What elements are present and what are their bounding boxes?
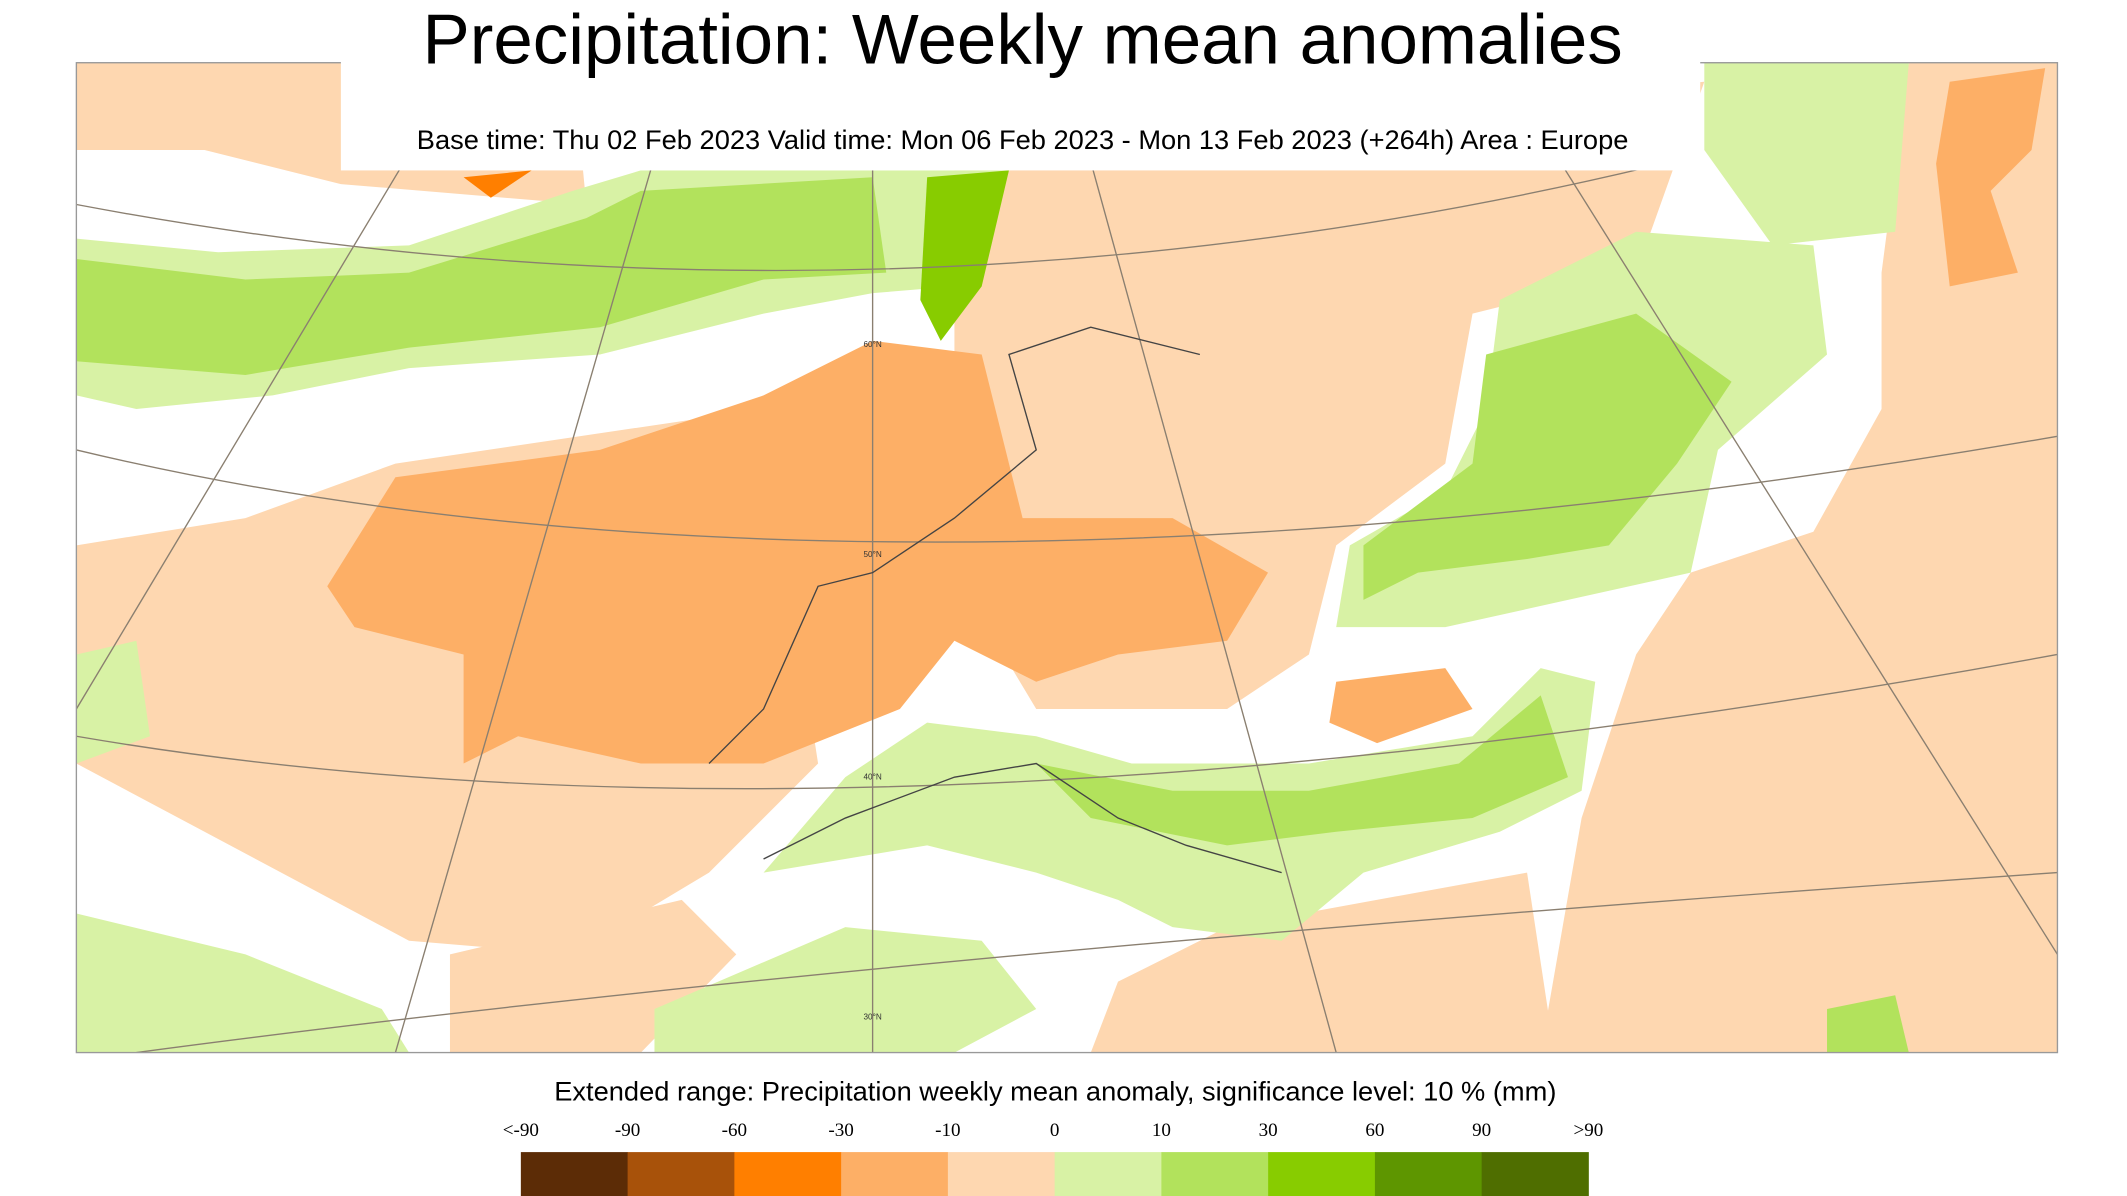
- colorbar-label: 60: [1365, 1120, 1384, 1141]
- latitude-label: 30°N: [863, 1012, 881, 1021]
- latitude-label: 50°N: [863, 550, 881, 559]
- colorbar-label: 0: [1050, 1120, 1060, 1141]
- colorbar-label: -60: [722, 1120, 747, 1141]
- latitude-label: 40°N: [863, 772, 881, 781]
- legend-title: Extended range: Precipitation weekly mea…: [554, 1076, 1556, 1107]
- colorbar-label: -30: [828, 1120, 853, 1141]
- latitude-label: 60°N: [863, 340, 881, 349]
- colorbar-label: 90: [1472, 1120, 1491, 1141]
- colorbar-box: [947, 1152, 1056, 1196]
- colorbar-box: [520, 1152, 629, 1196]
- colorbar-box: [1054, 1152, 1162, 1196]
- colorbar-label: -90: [615, 1120, 640, 1141]
- colorbar-label: -10: [935, 1120, 960, 1141]
- colorbar-box: [734, 1152, 842, 1196]
- subtitle: Base time: Thu 02 Feb 2023 Valid time: M…: [417, 124, 1629, 155]
- colorbar-box: [1161, 1152, 1269, 1196]
- colorbar-label: <-90: [503, 1120, 539, 1141]
- colorbar-box: [1481, 1152, 1589, 1196]
- colorbar-box: [627, 1152, 735, 1196]
- colorbar-label: 30: [1259, 1120, 1278, 1141]
- title-box: [340, 0, 1701, 171]
- colorbar-label: 10: [1152, 1120, 1171, 1141]
- title: Precipitation: Weekly mean anomalies: [422, 1, 1622, 80]
- map: [76, 62, 2058, 1053]
- colorbar-box: [1374, 1152, 1483, 1196]
- colorbar-label: >90: [1573, 1120, 1603, 1141]
- colorbar: <-90 -90 -60 -30 -10 0 10 30 60 90 >90: [503, 1120, 1603, 1196]
- colorbar-box: [841, 1152, 949, 1196]
- colorbar-box: [1268, 1152, 1376, 1196]
